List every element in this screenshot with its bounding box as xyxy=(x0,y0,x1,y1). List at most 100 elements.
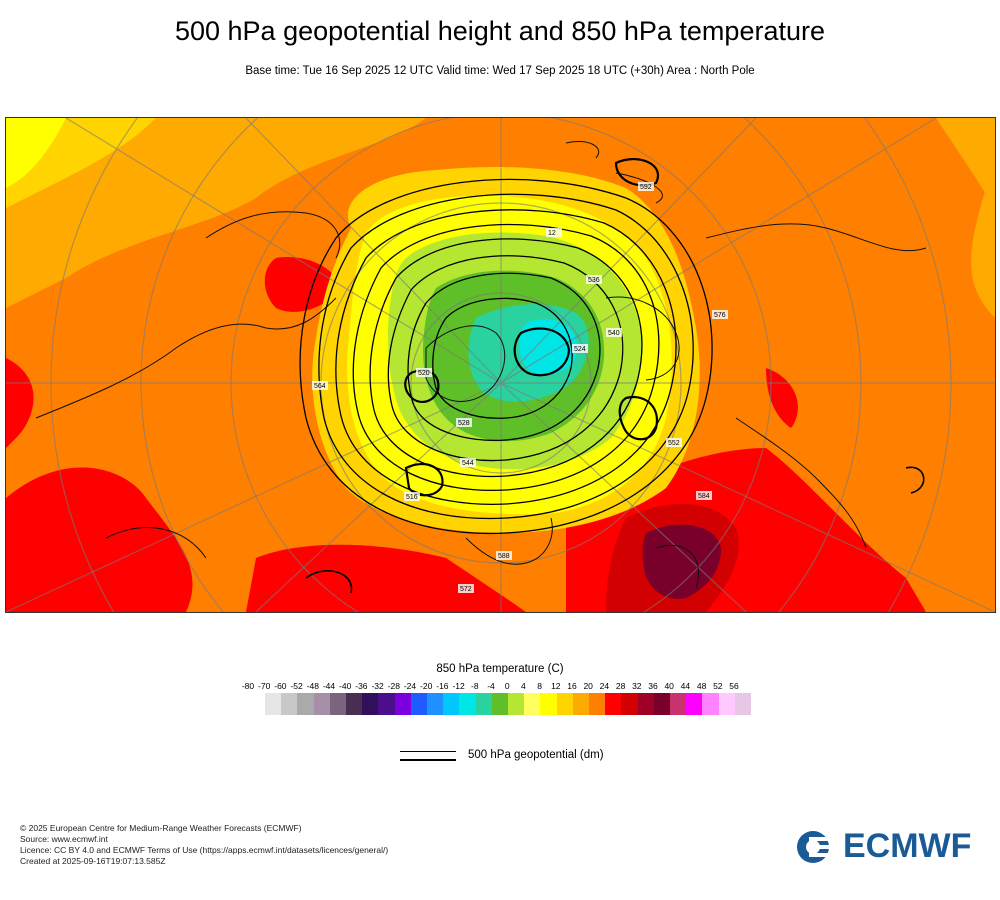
temp-region-amber-ne xyxy=(936,118,995,208)
legend-tick-label: 24 xyxy=(599,681,610,691)
contour-label: 520 xyxy=(418,370,430,377)
contour-label-box xyxy=(404,492,420,501)
copyright-text: © 2025 European Centre for Medium-Range … xyxy=(20,823,302,833)
contour-label: 536 xyxy=(588,277,600,284)
contour-label: 584 xyxy=(698,493,710,500)
licence-text: Licence: CC BY 4.0 and ECMWF Terms of Us… xyxy=(20,845,389,855)
legend-tick-label: -44 xyxy=(322,681,336,691)
temp-region-red-mid xyxy=(264,257,341,312)
legend-color-swatch xyxy=(313,693,330,715)
legend-tick-label: -36 xyxy=(355,681,368,691)
temp-region-yellow-corner xyxy=(6,118,66,188)
legend-color-swatch xyxy=(475,693,492,715)
legend-color-swatch xyxy=(605,693,622,715)
ecmwf-logo-icon xyxy=(797,831,839,863)
legend-tick-label: 44 xyxy=(680,681,691,691)
contour-label: 592 xyxy=(640,184,652,191)
forecast-map: 592 564 516 544 524 536 576 584 588 572 … xyxy=(5,117,996,613)
legend-tick-label: -28 xyxy=(387,681,400,691)
chart-title: 500 hPa geopotential height and 850 hPa … xyxy=(174,16,825,46)
contour-label-box xyxy=(606,328,622,337)
legend-color-swatch xyxy=(621,693,638,715)
temperature-legend-title: 850 hPa temperature (C) xyxy=(436,663,564,675)
legend-tick-label: -16 xyxy=(436,681,449,691)
contour-label-box xyxy=(572,344,588,353)
legend-color-swatch xyxy=(670,693,687,715)
legend-tick-label: 56 xyxy=(729,681,739,691)
contour-label: 588 xyxy=(498,553,510,560)
contour-label: 540 xyxy=(608,330,620,337)
chart-subtitle: Base time: Tue 16 Sep 2025 12 UTC Valid … xyxy=(245,65,755,77)
contour-label-box xyxy=(416,368,432,377)
legend-tick-label: -32 xyxy=(371,681,384,691)
contour-label: 544 xyxy=(462,460,474,467)
legend-color-swatch xyxy=(362,693,379,715)
contour-label: 12 xyxy=(548,230,556,237)
legend-tick-label: -80 xyxy=(241,681,255,691)
contour-label: 516 xyxy=(406,494,418,501)
legend-tick-label: 36 xyxy=(648,681,658,691)
legend-color-swatch xyxy=(686,693,703,715)
legend-tick-label: -48 xyxy=(306,681,319,691)
contour-label-box xyxy=(458,584,474,593)
legend-tick-label: -52 xyxy=(290,681,303,691)
legend-color-swatch xyxy=(491,693,509,715)
contour-label: 528 xyxy=(458,420,470,427)
legend-tick-label: -40 xyxy=(339,681,352,691)
geopotential-contours xyxy=(299,158,925,594)
contour-label: 564 xyxy=(314,383,326,390)
legend-color-swatch xyxy=(589,693,606,715)
legend-color-swatch xyxy=(637,693,654,715)
geopotential-legend: 500 hPa geopotential (dm) xyxy=(400,748,700,766)
legend-tick-label: -12 xyxy=(452,681,465,691)
legend-tick-label: -20 xyxy=(420,681,433,691)
temp-region-maroon xyxy=(642,524,721,599)
created-text: Created at 2025-09-16T19:07:13.585Z xyxy=(20,856,166,866)
legend-tick-label: 40 xyxy=(664,681,674,691)
ecmwf-logo: ECMWF xyxy=(795,826,985,866)
legend-color-swatch xyxy=(572,693,590,715)
legend-color-swatch xyxy=(346,693,363,715)
legend-tick-label: -60 xyxy=(274,681,287,691)
geopotential-legend-line-bold xyxy=(400,759,456,761)
legend-color-swatch xyxy=(329,693,347,715)
legend-tick-label: 8 xyxy=(537,681,542,691)
forecast-map-svg: 592 564 516 544 524 536 576 584 588 572 … xyxy=(6,118,995,612)
legend-color-swatch xyxy=(265,693,282,715)
legend-tick-label: 16 xyxy=(567,681,577,691)
legend-color-swatch xyxy=(653,693,671,715)
legend-color-swatch xyxy=(410,693,428,715)
legend-tick-label: -24 xyxy=(403,681,417,691)
contour-label-box xyxy=(638,182,654,191)
legend-tick-label: 52 xyxy=(713,681,723,691)
contour-label: 576 xyxy=(714,312,726,319)
contour-label-box xyxy=(460,458,476,467)
legend-color-swatch xyxy=(394,693,411,715)
legend-color-swatch xyxy=(540,693,557,715)
temp-region-red-s xyxy=(246,544,526,612)
legend-tick-label: 48 xyxy=(696,681,707,691)
temp-region-amber-e xyxy=(971,158,995,318)
legend-tick-label: 12 xyxy=(551,681,561,691)
contour-label: 572 xyxy=(460,586,472,593)
legend-color-swatch xyxy=(427,693,444,715)
legend-tick-label: -8 xyxy=(471,681,479,691)
contour-label-box xyxy=(696,491,712,500)
legend-color-swatch xyxy=(702,693,719,715)
coastlines xyxy=(35,141,927,589)
legend-color-swatch xyxy=(443,693,460,715)
temperature-legend-ticks: -80 -70 -60 -52 -48 -44 -40 -36 -32 -28 -24 -20 -16-… xyxy=(0,681,1000,693)
legend-color-swatch xyxy=(556,693,573,715)
legend-tick-label: 20 xyxy=(583,681,593,691)
legend-tick-label: -70 xyxy=(258,681,271,691)
contour-label: 552 xyxy=(668,440,680,447)
contour-label-box xyxy=(312,381,328,390)
geopotential-legend-line xyxy=(400,751,456,752)
contour-label: 524 xyxy=(574,346,586,353)
temp-region-red-sw xyxy=(6,467,193,612)
legend-tick-label: -4 xyxy=(487,681,495,691)
legend-tick-label: 0 xyxy=(504,681,510,691)
contour-label-box xyxy=(496,551,512,560)
legend-color-swatch xyxy=(524,693,541,715)
contour-label-box xyxy=(712,310,728,319)
